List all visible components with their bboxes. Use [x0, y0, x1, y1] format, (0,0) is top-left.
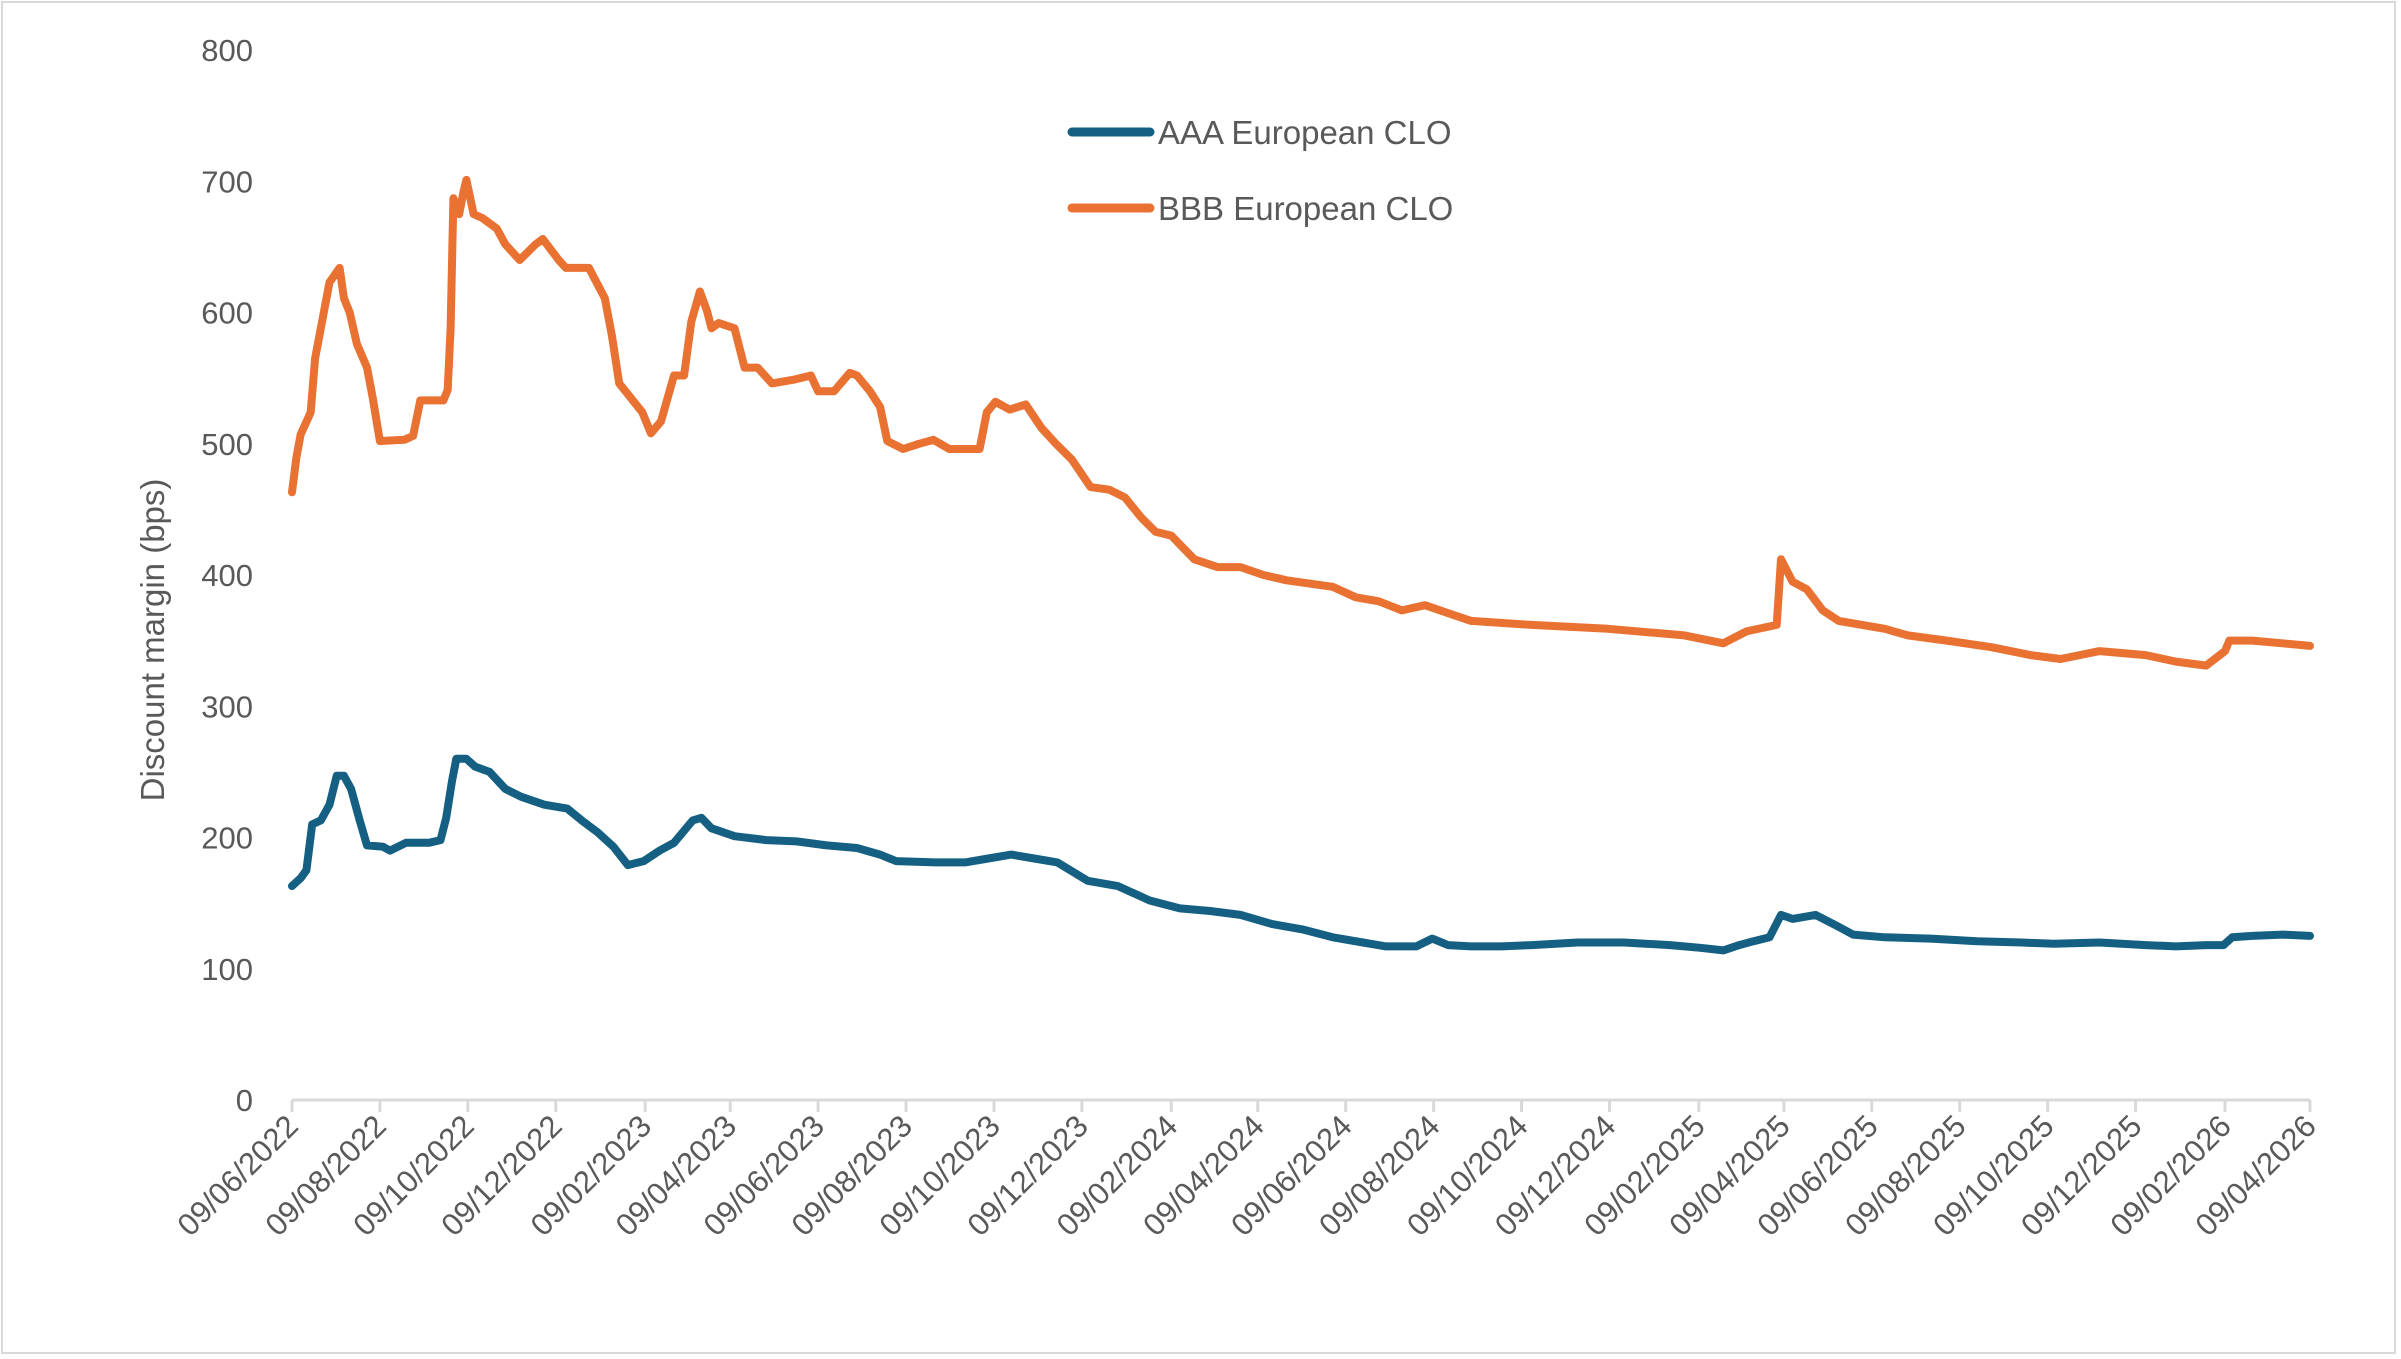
y-tick-label: 400: [201, 558, 253, 593]
series-line-bbb-european-clo: [288, 175, 2314, 670]
y-tick-label: 800: [201, 33, 253, 68]
legend-label: BBB European CLO: [1158, 190, 1453, 227]
series-line-aaa-european-clo: [288, 754, 2314, 955]
y-axis-ticks: 0 100 200 300 400 500 600 700 800: [201, 33, 253, 1118]
y-tick-label: 100: [201, 952, 253, 987]
legend: AAA European CLO BBB European CLO: [1067, 114, 1453, 227]
y-tick-label: 300: [201, 689, 253, 724]
legend-label: AAA European CLO: [1158, 114, 1452, 151]
y-tick-label: 0: [236, 1083, 253, 1118]
x-axis: 09/06/202209/08/202209/10/202209/12/2022…: [170, 1098, 2323, 1243]
y-tick-label: 500: [201, 427, 253, 462]
y-tick-label: 600: [201, 296, 253, 331]
y-tick-label: 700: [201, 164, 253, 199]
y-axis-title: Discount margin (bps): [134, 479, 171, 802]
series-lines: [288, 175, 2314, 955]
y-tick-label: 200: [201, 821, 253, 856]
